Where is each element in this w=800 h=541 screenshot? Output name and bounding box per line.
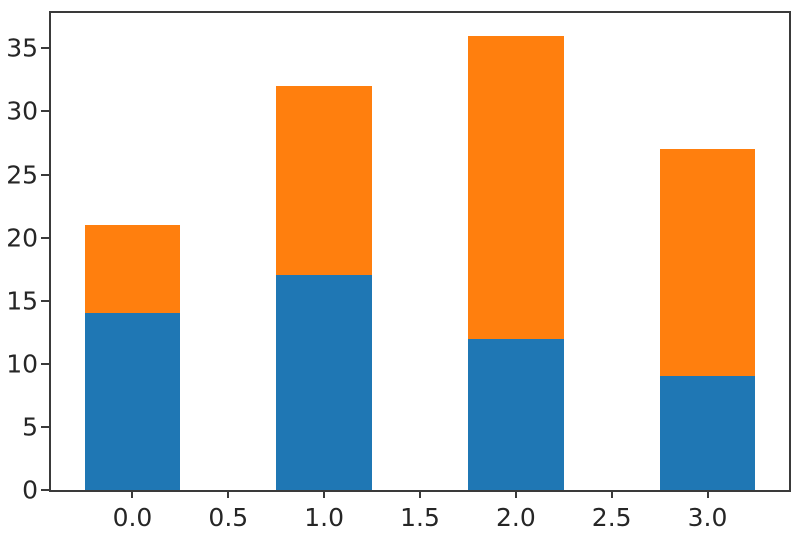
x-tick-label: 2.0 bbox=[495, 503, 536, 532]
plot-area bbox=[49, 11, 791, 492]
y-tick-mark bbox=[41, 173, 49, 176]
x-tick-mark bbox=[419, 490, 421, 498]
bar-3.0-top-series-segment bbox=[659, 149, 756, 377]
bar-2.0-bottom-series-segment bbox=[467, 338, 564, 490]
x-tick-mark bbox=[610, 490, 613, 498]
x-tick-mark bbox=[706, 490, 709, 498]
y-tick-mark bbox=[41, 362, 49, 365]
y-tick-label: 15 bbox=[6, 286, 38, 316]
x-tick-label: 3.0 bbox=[687, 503, 728, 532]
y-tick-label: 25 bbox=[6, 160, 38, 190]
y-tick-label: 0 bbox=[22, 475, 38, 505]
y-tick-mark bbox=[41, 236, 49, 239]
bar-1.0-bottom-series-segment bbox=[276, 275, 373, 490]
x-tick-label: 0.5 bbox=[208, 503, 249, 532]
bar-2.0-top-series-segment bbox=[467, 35, 564, 339]
x-tick-label: 1.0 bbox=[304, 503, 345, 532]
bar-3.0-bottom-series-segment bbox=[659, 376, 756, 490]
y-tick-mark bbox=[41, 110, 49, 113]
bar-1.0-top-series-segment bbox=[276, 86, 373, 276]
x-tick-label: 1.5 bbox=[400, 503, 440, 532]
bar-0.0-top-series-segment bbox=[84, 225, 181, 314]
x-tick-label: 0.0 bbox=[112, 503, 153, 532]
y-tick-label: 35 bbox=[6, 33, 38, 63]
y-tick-label: 20 bbox=[6, 223, 38, 253]
y-tick-mark bbox=[41, 489, 49, 491]
y-tick-label: 30 bbox=[6, 96, 38, 126]
y-tick-mark bbox=[41, 425, 49, 428]
y-tick-mark bbox=[41, 299, 49, 302]
y-tick-mark bbox=[41, 47, 49, 50]
x-tick-label: 2.5 bbox=[591, 503, 632, 532]
y-tick-label: 5 bbox=[22, 412, 38, 442]
x-tick-mark bbox=[514, 490, 517, 498]
y-tick-label: 10 bbox=[6, 349, 38, 379]
x-tick-mark bbox=[323, 490, 326, 498]
x-tick-mark bbox=[131, 490, 134, 498]
bar-0.0-bottom-series-segment bbox=[84, 313, 181, 490]
x-tick-mark bbox=[227, 490, 230, 498]
